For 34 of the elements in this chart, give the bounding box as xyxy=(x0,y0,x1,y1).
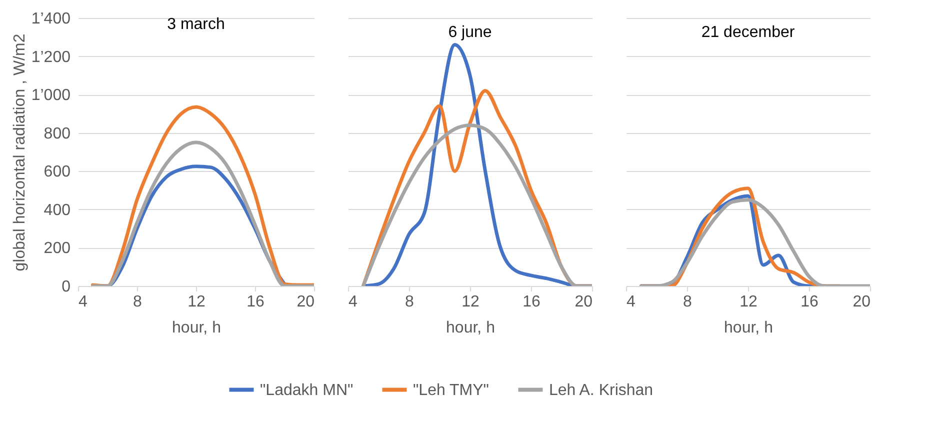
y-tick-label: 1’000 xyxy=(31,87,71,104)
legend-label: "Ladakh MN" xyxy=(260,382,354,399)
x-tick-label: 12 xyxy=(462,294,480,310)
y-tick-label: 200 xyxy=(44,240,71,258)
y-axis-title: global horizontal radiation , W/m2 xyxy=(11,34,28,272)
legend-label: Leh A. Krishan xyxy=(549,382,654,399)
x-tick-label: 4 xyxy=(78,294,88,310)
x-tick-label: 4 xyxy=(626,294,636,310)
x-tick-label: 20 xyxy=(296,294,315,310)
y-tick-label: 0 xyxy=(62,278,71,296)
x-tick-label: 16 xyxy=(800,294,818,310)
x-tick-label: 8 xyxy=(405,294,414,310)
x-axis-title: hour, h xyxy=(172,320,221,336)
x-tick-label: 20 xyxy=(852,294,871,310)
x-tick-label: 8 xyxy=(133,294,142,310)
x-axis-title: hour, h xyxy=(724,320,773,336)
chart-title: 21 december xyxy=(701,24,796,41)
line-series xyxy=(91,140,314,286)
chart-title: 3 march xyxy=(167,16,225,33)
legend-label: "Leh TMY" xyxy=(413,382,489,399)
x-tick-label: 12 xyxy=(740,294,758,310)
x-axis-title: hour, h xyxy=(446,320,495,336)
chart-title: 6 june xyxy=(448,24,492,41)
x-tick-label: 20 xyxy=(574,294,593,310)
x-tick-label: 16 xyxy=(246,294,264,310)
y-tick-label: 800 xyxy=(44,125,71,142)
x-tick-label: 12 xyxy=(188,294,206,310)
y-tick-label: 600 xyxy=(44,164,71,181)
y-tick-label: 1’200 xyxy=(31,48,71,66)
y-tick-label: 400 xyxy=(44,202,71,219)
x-tick-label: 8 xyxy=(683,294,692,310)
x-tick-label: 4 xyxy=(348,294,358,310)
x-tick-label: 16 xyxy=(522,294,540,310)
y-tick-label: 1’400 xyxy=(31,10,71,28)
